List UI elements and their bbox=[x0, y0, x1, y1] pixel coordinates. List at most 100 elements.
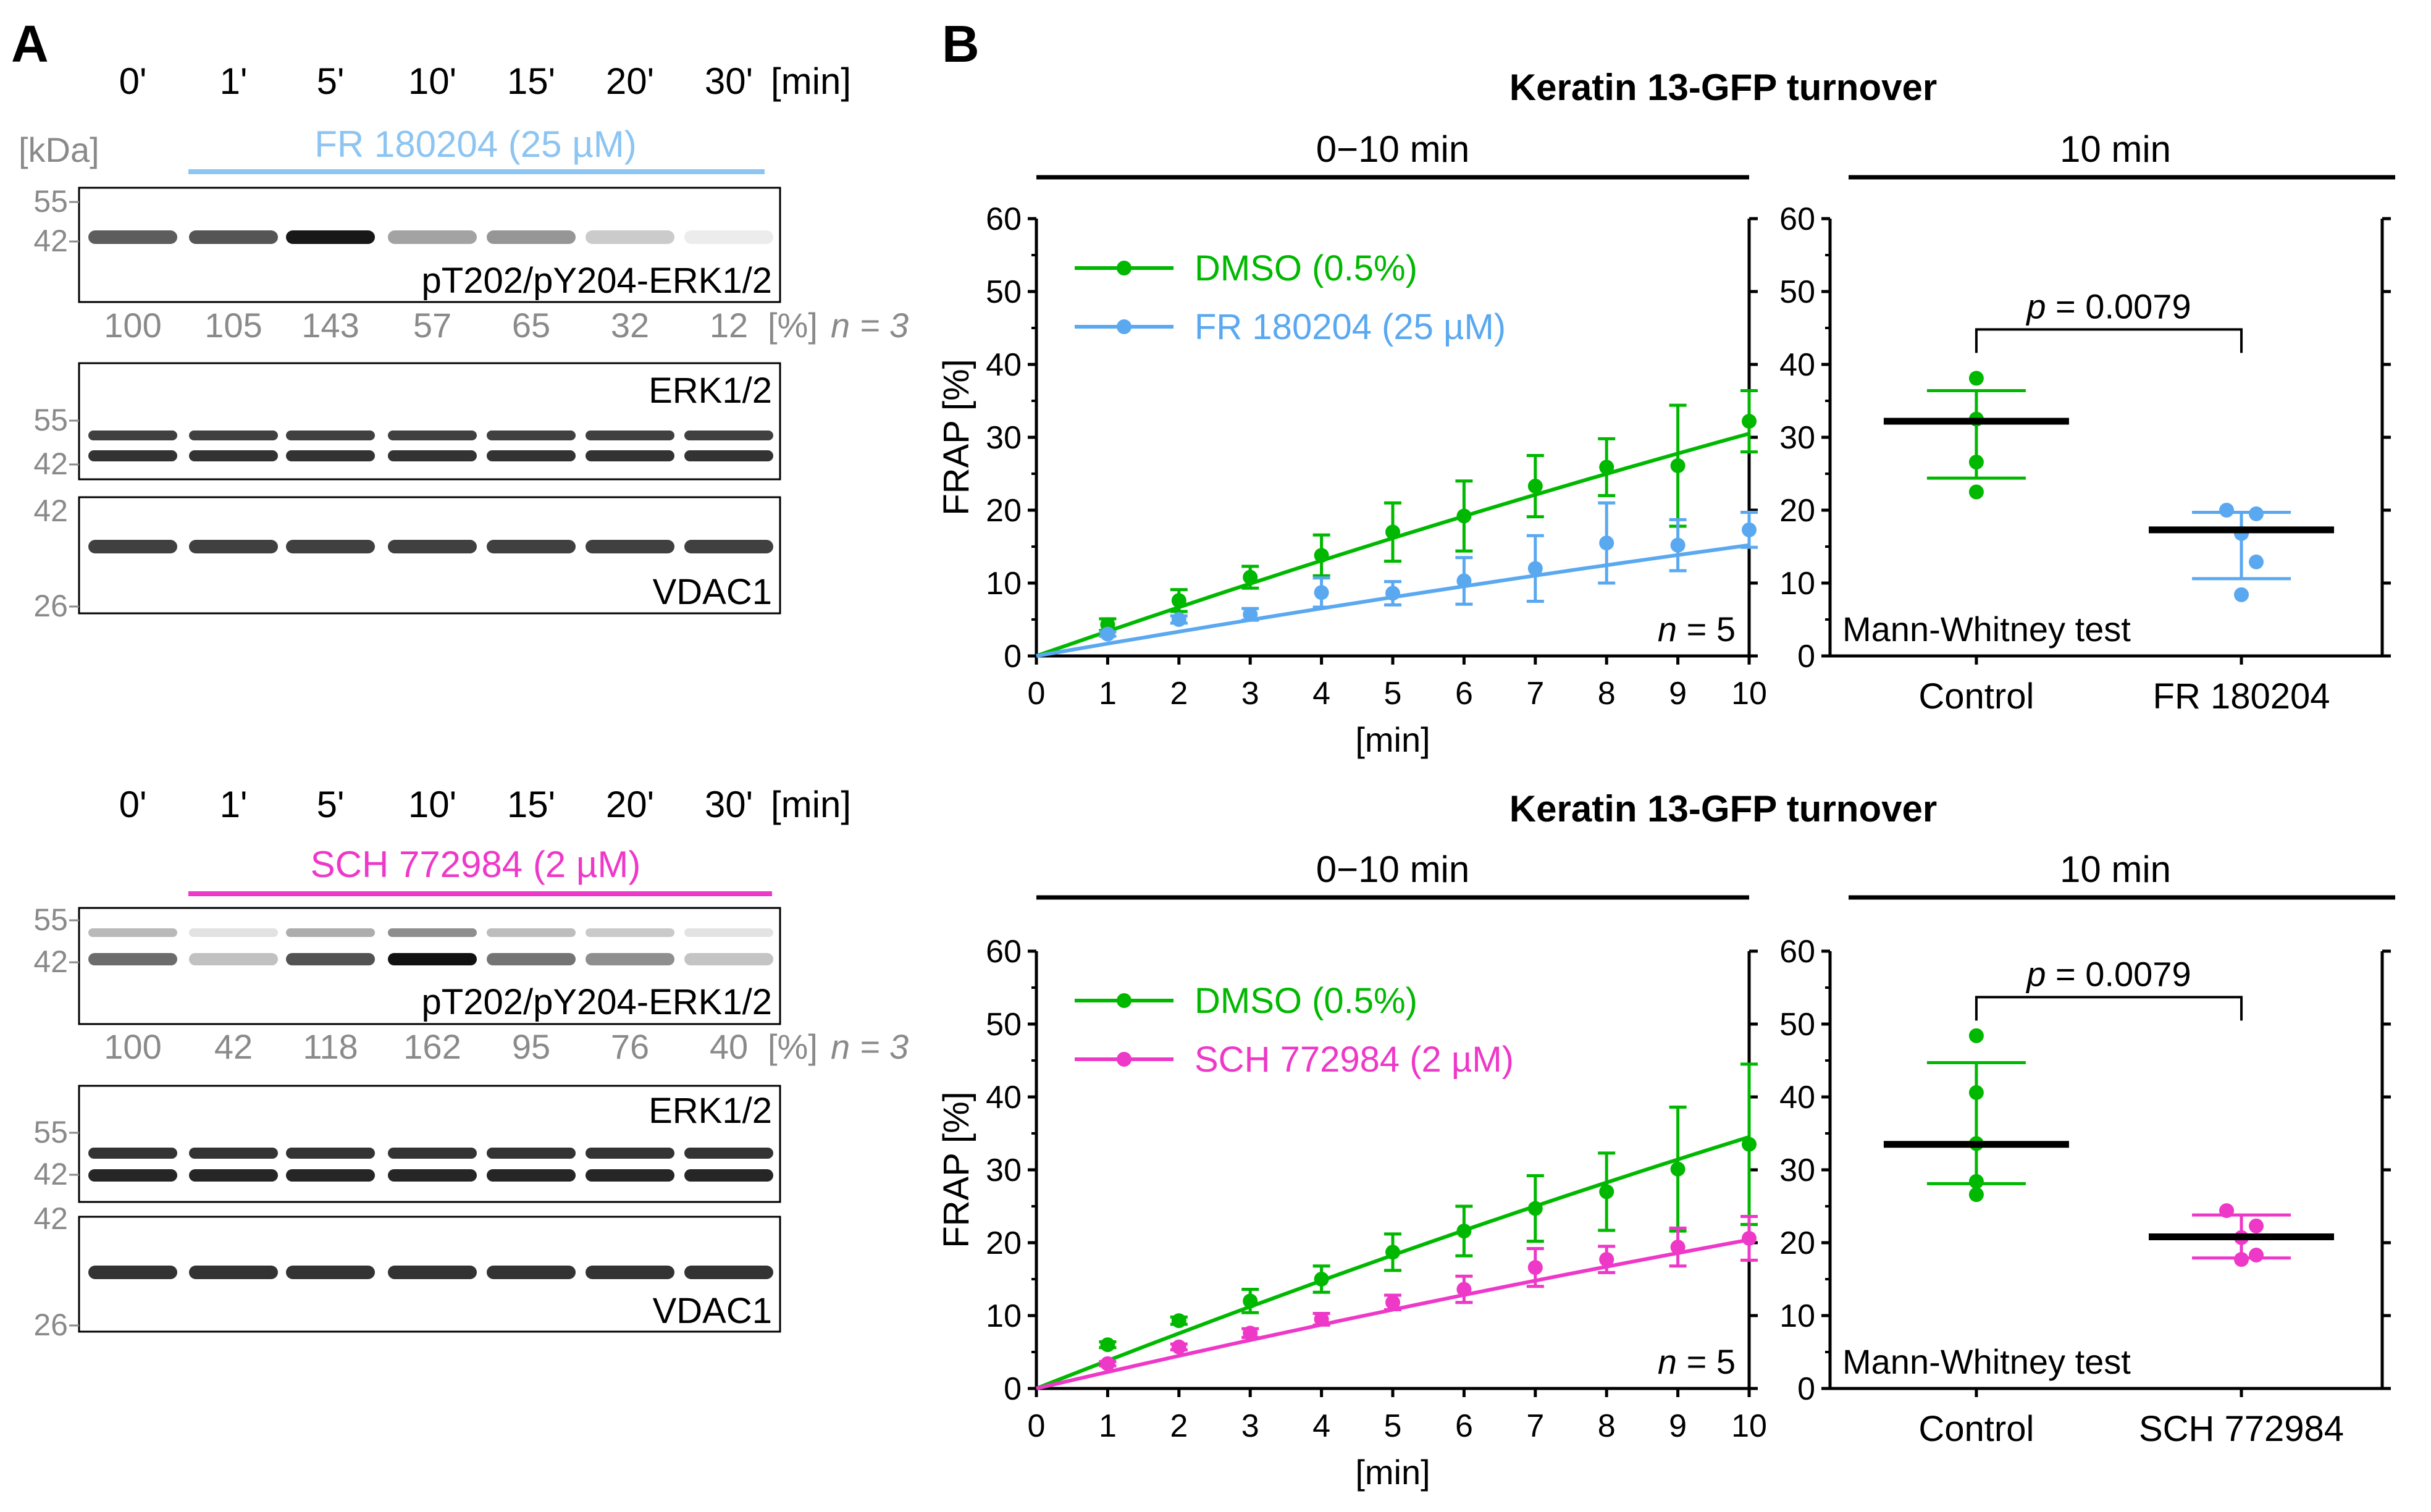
n-annotation: n = 5 bbox=[1658, 1342, 1736, 1381]
y-tick-label: 60 bbox=[1779, 934, 1815, 970]
lane-time-label: 20' bbox=[606, 61, 654, 102]
lane-time-label: 5' bbox=[317, 784, 345, 825]
data-point bbox=[1314, 1272, 1329, 1287]
blot-band bbox=[684, 540, 773, 553]
frap-endpoint-sch772984: 0 10 20 30 40 50 60 Control SCH 772984 p = 0.0079… bbox=[1779, 934, 2391, 1449]
blot-band bbox=[88, 1266, 177, 1279]
quant-value: 57 bbox=[413, 306, 451, 345]
data-point bbox=[1385, 524, 1400, 540]
x-tick-label: 4 bbox=[1312, 676, 1330, 712]
data-point bbox=[1599, 1252, 1614, 1267]
data-point bbox=[1243, 1325, 1258, 1341]
blot-band bbox=[487, 1266, 576, 1279]
total-erk-blot-bottom bbox=[78, 1085, 781, 1203]
phospho-erk-blot-top bbox=[78, 187, 781, 303]
blot-band bbox=[487, 540, 576, 553]
blot-band bbox=[286, 1148, 375, 1159]
quant-value: 65 bbox=[512, 306, 550, 345]
frap-title-top: Keratin 13-GFP turnover bbox=[1509, 67, 1937, 108]
replicate-point bbox=[2249, 1218, 2264, 1233]
x-tick-label: 4 bbox=[1312, 1408, 1330, 1444]
blot-band bbox=[388, 230, 477, 244]
lane-time-label: 1' bbox=[220, 61, 248, 102]
endpoint-subtitle-top: 10 min bbox=[2060, 128, 2171, 170]
y-tick-label: 50 bbox=[1779, 1007, 1815, 1043]
x-axis-label: [min] bbox=[1355, 1453, 1430, 1492]
marker-42-top-vdac: 42 bbox=[33, 494, 68, 528]
legend-label: FR 180204 (25 µM) bbox=[1195, 307, 1506, 347]
blot-band bbox=[487, 953, 576, 965]
panel-b-label: B bbox=[942, 15, 980, 73]
quant-unit-bottom: [%] bbox=[768, 1027, 818, 1066]
legend-marker bbox=[1117, 993, 1132, 1008]
data-point bbox=[1456, 1282, 1472, 1297]
lane-time-label: 10' bbox=[408, 784, 456, 825]
blot-band bbox=[88, 450, 177, 461]
blot-band bbox=[189, 1266, 278, 1279]
lane-time-label: 10' bbox=[408, 61, 456, 102]
data-point bbox=[1599, 1184, 1614, 1199]
x-tick-label: 7 bbox=[1526, 1408, 1544, 1444]
replicate-point bbox=[2234, 1252, 2249, 1267]
blot-band bbox=[189, 230, 278, 244]
x-tick-label: 5 bbox=[1384, 1408, 1402, 1444]
data-point bbox=[1527, 1201, 1543, 1216]
data-point bbox=[1742, 414, 1757, 429]
blot-band bbox=[388, 953, 477, 965]
blot-band bbox=[487, 230, 576, 244]
blot-band bbox=[388, 928, 477, 937]
blot-band bbox=[586, 1169, 674, 1182]
x-tick-label: 7 bbox=[1526, 676, 1544, 712]
blot-band bbox=[586, 230, 674, 244]
legend-label: DMSO (0.5%) bbox=[1195, 248, 1417, 288]
data-point bbox=[1171, 612, 1186, 627]
blot-band bbox=[487, 928, 576, 937]
quant-n-top: n = 3 bbox=[831, 306, 909, 345]
category-label: Control bbox=[1918, 676, 2034, 716]
y-tick-label: 30 bbox=[1779, 1153, 1815, 1188]
x-tick-label: 1 bbox=[1099, 676, 1117, 712]
blot-band bbox=[286, 928, 375, 937]
x-tick-label: 10 bbox=[1731, 676, 1767, 712]
legend-marker bbox=[1117, 319, 1132, 334]
marker-42-bottom-vdac: 42 bbox=[33, 1201, 68, 1236]
blot-band bbox=[388, 1266, 477, 1279]
data-point bbox=[1243, 1293, 1258, 1309]
blot-band bbox=[189, 430, 278, 440]
y-tick-label: 20 bbox=[986, 493, 1022, 529]
x-tick-label: 0 bbox=[1028, 1408, 1046, 1444]
quant-value: 100 bbox=[104, 1027, 161, 1066]
kda-label: [kDa] bbox=[19, 130, 99, 169]
blot-band bbox=[684, 430, 773, 440]
x-tick-label: 8 bbox=[1598, 676, 1616, 712]
data-point bbox=[1100, 1337, 1115, 1353]
phospho-erk-blot-bottom bbox=[78, 907, 781, 1025]
timecourse-subtitle-bottom: 0−10 min bbox=[1316, 849, 1470, 890]
replicate-point bbox=[1968, 455, 1984, 470]
frap-title-bottom: Keratin 13-GFP turnover bbox=[1509, 788, 1937, 830]
data-point bbox=[1599, 536, 1614, 551]
y-tick-label: 50 bbox=[986, 1007, 1022, 1043]
lane-time-label: 15' bbox=[507, 784, 555, 825]
total-erk-label-bottom: ERK1/2 bbox=[649, 1091, 772, 1131]
data-point bbox=[1243, 607, 1258, 622]
blot-band bbox=[88, 230, 177, 244]
category-label: SCH 772984 bbox=[2139, 1409, 2344, 1449]
y-axis-label: FRAP [%] bbox=[936, 359, 976, 516]
replicate-point bbox=[1968, 1085, 1984, 1100]
replicate-point bbox=[2219, 1203, 2235, 1219]
blot-band bbox=[684, 230, 773, 244]
y-tick-label: 10 bbox=[986, 1298, 1022, 1334]
n-annotation: n = 5 bbox=[1658, 610, 1736, 649]
phospho-erk-label-bottom: pT202/pY204-ERK1/2 bbox=[422, 982, 772, 1022]
y-tick-label: 30 bbox=[1779, 420, 1815, 456]
x-tick-label: 9 bbox=[1669, 1408, 1687, 1444]
lane-time-label: 0' bbox=[119, 784, 147, 825]
x-tick-label: 6 bbox=[1455, 1408, 1473, 1444]
blot-set-fr180204: 0' 1' 5' 10' 15' 20' 30' [min] [kDa] FR 180204… bbox=[19, 61, 909, 623]
data-point bbox=[1385, 1245, 1400, 1260]
blot-band bbox=[684, 450, 773, 461]
replicate-point bbox=[1968, 371, 1984, 386]
treatment-label-sch772984: SCH 772984 (2 µM) bbox=[311, 844, 641, 885]
